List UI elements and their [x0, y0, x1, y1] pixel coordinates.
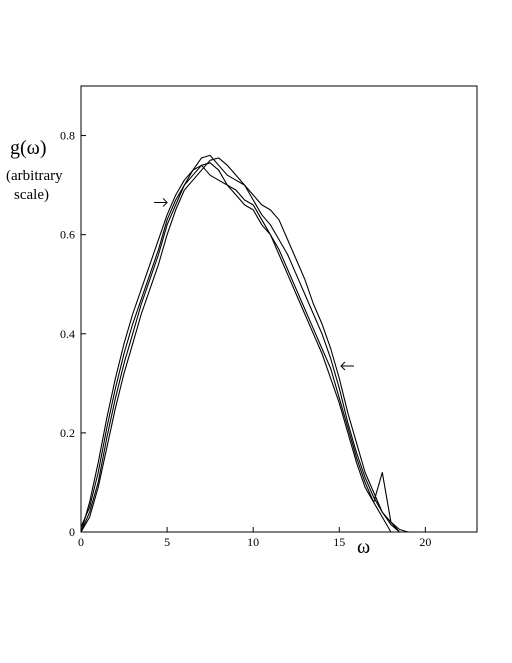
plot-area — [80, 85, 478, 533]
y-axis-label: g(ω) — [10, 137, 46, 159]
y-tick-label: 0 — [69, 525, 75, 539]
y-tick-label: 0.6 — [60, 228, 75, 242]
series-layer — [80, 154, 409, 533]
y-tick-label: 0.2 — [60, 426, 75, 440]
arrow-left-marker — [340, 361, 354, 371]
series-line-3 — [80, 154, 409, 533]
ticks-layer: 0 5 10 15 20 0 0.2 0.4 0.6 0.8 — [60, 129, 431, 549]
x-tick-label: 20 — [419, 535, 431, 549]
series-line-2 — [80, 162, 392, 533]
y-axis-label-note-line2: scale) — [14, 187, 49, 203]
arrow-right-marker — [154, 198, 168, 207]
annotations-layer — [154, 198, 354, 371]
y-tick-label: 0.8 — [60, 129, 75, 143]
series-line-1 — [80, 157, 400, 533]
x-tick-label: 0 — [78, 535, 84, 549]
y-axis-label-note-line1: (arbitrary — [6, 168, 63, 184]
x-tick-label: 10 — [247, 535, 259, 549]
plot-frame — [80, 85, 478, 533]
x-axis-label: ω — [357, 536, 370, 558]
x-tick-label: 15 — [333, 535, 345, 549]
y-tick-label: 0.4 — [60, 327, 75, 341]
x-tick-label: 5 — [164, 535, 170, 549]
series-line-4 — [80, 164, 400, 533]
